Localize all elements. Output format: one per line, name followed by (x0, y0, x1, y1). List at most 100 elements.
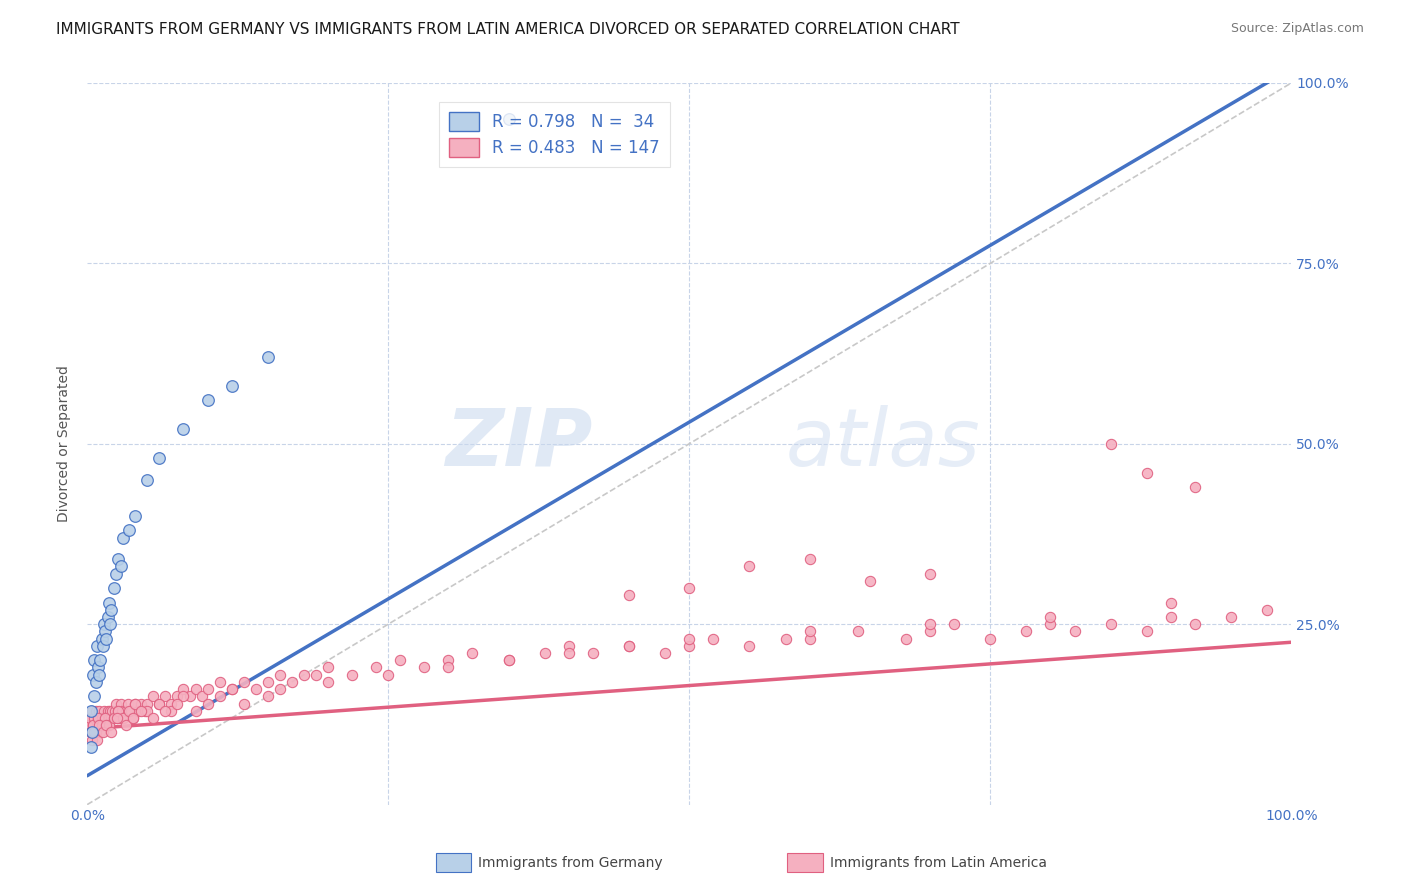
Point (80, 725, 103, 739)
Point (103, 711, 125, 725)
Point (94, 711, 117, 725)
Point (80, 704, 103, 718)
Point (124, 697, 146, 711)
Point (582, 646, 605, 660)
Point (96, 718, 118, 732)
Point (678, 632, 700, 646)
Point (738, 559, 761, 574)
Point (107, 704, 129, 718)
Point (292, 667, 315, 681)
Point (82, 718, 104, 732)
Point (208, 674, 231, 689)
Point (617, 639, 640, 653)
Point (89, 667, 111, 681)
Text: Source: ZipAtlas.com: Source: ZipAtlas.com (1230, 22, 1364, 36)
Point (461, 646, 484, 660)
Point (122, 711, 145, 725)
Point (91, 725, 114, 739)
Point (93, 704, 115, 718)
Point (111, 704, 134, 718)
Point (498, 112, 520, 126)
Point (89, 718, 111, 732)
Point (84, 725, 107, 739)
Point (108, 711, 131, 725)
Point (366, 660, 388, 674)
Point (110, 559, 132, 574)
Point (120, 704, 142, 718)
Point (256, 350, 278, 364)
Text: ZIP: ZIP (446, 405, 593, 483)
Point (184, 682, 207, 697)
Point (96, 718, 118, 732)
Point (124, 508, 146, 523)
Point (100, 603, 122, 617)
Point (498, 653, 520, 667)
Point (316, 660, 339, 674)
Point (558, 646, 581, 660)
Point (100, 711, 122, 725)
Point (105, 697, 128, 711)
Point (799, 624, 821, 639)
Point (97, 610, 120, 624)
Point (124, 697, 146, 711)
Point (221, 682, 243, 697)
Point (1063, 624, 1085, 639)
Point (221, 682, 243, 697)
Point (134, 704, 156, 718)
Point (1015, 624, 1038, 639)
Point (101, 704, 124, 718)
Point (197, 393, 219, 408)
Point (173, 422, 195, 436)
Point (920, 566, 942, 581)
Point (114, 704, 136, 718)
Point (155, 690, 177, 704)
Point (533, 646, 555, 660)
Text: Immigrants from Germany: Immigrants from Germany (478, 855, 662, 870)
Point (87, 711, 110, 725)
Point (122, 711, 145, 725)
Point (142, 690, 165, 704)
Point (1099, 617, 1122, 632)
Point (256, 690, 278, 704)
Point (131, 697, 153, 711)
Point (89, 704, 111, 718)
Point (136, 697, 159, 711)
Point (83, 711, 105, 725)
Point (894, 632, 917, 646)
Point (184, 704, 207, 718)
Point (943, 617, 966, 632)
Point (83, 690, 105, 704)
Point (97, 596, 120, 610)
Point (148, 697, 170, 711)
Point (197, 682, 219, 697)
Point (136, 704, 159, 718)
Point (148, 451, 170, 466)
Point (173, 682, 195, 697)
Point (96, 632, 118, 646)
Point (920, 617, 942, 632)
Point (117, 697, 139, 711)
Point (1039, 610, 1062, 624)
Point (118, 704, 141, 718)
Point (678, 639, 700, 653)
Point (94, 624, 117, 639)
Point (105, 711, 128, 725)
Point (846, 624, 869, 639)
Point (80, 739, 103, 754)
Point (97, 704, 120, 718)
Point (221, 379, 243, 393)
Point (90, 718, 112, 732)
Point (232, 697, 254, 711)
Point (114, 718, 136, 732)
Point (1136, 466, 1159, 480)
Point (105, 711, 128, 725)
Point (389, 653, 412, 667)
Point (702, 632, 724, 646)
Point (437, 653, 460, 667)
Point (103, 581, 125, 595)
Point (377, 667, 399, 681)
Point (166, 697, 188, 711)
Point (190, 690, 212, 704)
Point (799, 632, 821, 646)
Point (89, 653, 111, 667)
